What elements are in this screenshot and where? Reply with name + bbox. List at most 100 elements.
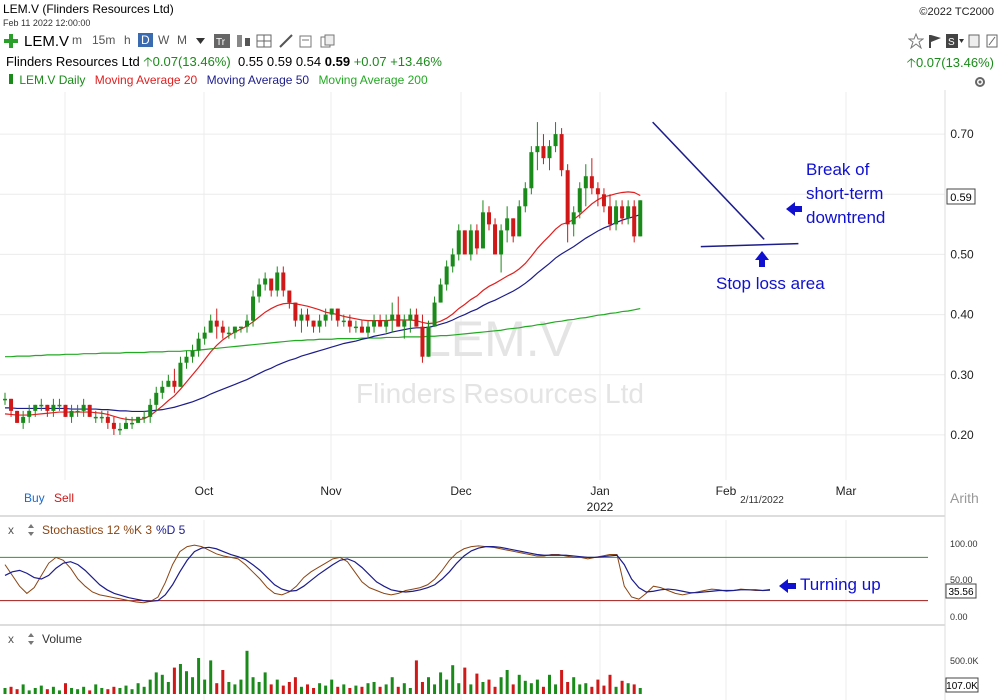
volume-bar [88,690,92,694]
symbol-field[interactable]: LEM.V [24,33,70,50]
move-pane-icon[interactable] [28,633,34,645]
candle-body [553,134,558,147]
settings-gear-icon[interactable] [974,76,986,88]
volume-bar [136,683,140,694]
stoch-level-50: 50.00 [950,575,973,585]
volume-bar [475,673,479,694]
sell-button[interactable]: Sell [54,491,74,505]
candle-body [529,152,534,189]
volume-bar [505,670,509,694]
document-icon[interactable] [968,34,980,48]
volume-bar [402,683,406,694]
timeframe-15m[interactable]: 15m [92,33,116,47]
volume-bar [39,685,43,694]
buy-button[interactable]: Buy [24,491,45,505]
candle-body [329,308,334,315]
note-icon[interactable] [298,34,314,48]
timeframe-month[interactable]: M [177,33,187,47]
volume-bar [172,667,176,694]
add-symbol-icon[interactable] [4,34,18,48]
stochastics-d-label[interactable]: %D 5 [156,523,186,537]
quote-change-right-value: 0.07(13.46%) [915,55,994,70]
close-pane-icon[interactable]: x [8,632,14,646]
y-tick-label: 0.40 [950,308,974,322]
candle-body [178,362,183,387]
close-pane-icon[interactable]: x [8,523,14,537]
candle-body [626,206,631,219]
legend-symbol[interactable]: LEM.V Daily [19,73,86,87]
arrow-left-icon [786,202,802,216]
grid-icon[interactable] [256,34,272,48]
candle-body [541,146,546,159]
volume-bar [299,686,303,694]
timeframe-h[interactable]: h [124,33,131,47]
volume-bar [632,684,636,694]
volume-bar [463,667,467,694]
candle-body [154,392,159,405]
timeframe-dropdown-icon[interactable] [196,38,205,44]
legend-ma20[interactable]: Moving Average 20 [94,73,198,87]
volume-level-500k: 500.0K [950,656,979,666]
candle-body [117,428,122,431]
watermark-name: Flinders Resources Ltd [356,378,644,409]
timeframe-d[interactable]: D [138,33,153,47]
candle-body [620,206,625,219]
copy-icon[interactable] [320,34,336,48]
favorite-star-icon[interactable] [908,33,924,49]
volume-bar [239,679,243,694]
candle-body [130,422,135,425]
draw-line-icon[interactable] [278,34,294,48]
candle-body [9,398,14,411]
volume-bar [396,686,400,694]
candle-body [75,410,80,413]
volume-bar [378,686,382,694]
x-tick-label: Jan [590,484,609,498]
volume-bar [548,674,551,694]
candle-body [396,314,401,327]
copyright: ©2022 TC2000 [919,6,994,18]
legend-ma50[interactable]: Moving Average 50 [206,73,310,87]
chart-legend: LEM.V Daily Moving Average 20 Moving Ave… [6,73,434,87]
volume-bar [420,682,424,694]
candle-body [160,386,165,393]
share-icon[interactable]: S [946,34,964,48]
volume-bar [64,683,67,694]
arrow-left-icon [779,579,796,593]
volume-bar [541,686,545,694]
chart-style-icon[interactable] [236,34,252,48]
volume-bar [439,672,443,694]
volume-bar [487,679,491,694]
y-tick-label: 0.20 [950,428,974,442]
stochastics-title[interactable]: Stochastics 12 %K 3 [42,523,152,537]
volume-bar [166,682,170,694]
volume-bar [33,688,37,694]
volume-bar [596,679,600,694]
stoch-d-line [4,545,771,602]
y-tick-label: 0.70 [950,127,974,141]
legend-ma200[interactable]: Moving Average 200 [318,73,428,87]
candle-body [444,266,449,285]
candle-body [257,284,262,297]
y-tick-label: 0.50 [950,247,974,261]
x-tick-label: Mar [836,484,857,498]
move-pane-icon[interactable] [28,524,34,536]
volume-title[interactable]: Volume [42,632,82,646]
expand-icon[interactable] [986,34,998,48]
candle-body [263,278,268,285]
candle-body [583,176,588,189]
text-tool-icon[interactable]: Tr [214,34,230,48]
volume-bar [233,684,237,694]
candle-body [601,194,606,207]
alert-flag-icon[interactable] [928,34,942,48]
candle-body [390,314,395,321]
timeframe-w[interactable]: W [158,33,170,47]
scale-mode[interactable]: Arith [950,490,979,506]
candle-body [226,332,231,335]
candle-body [432,302,437,327]
candle-body [426,326,431,357]
timeframe-m[interactable]: m [72,33,82,47]
volume-bar [445,679,449,694]
volume-bar [100,688,104,694]
candle-body [571,212,576,225]
